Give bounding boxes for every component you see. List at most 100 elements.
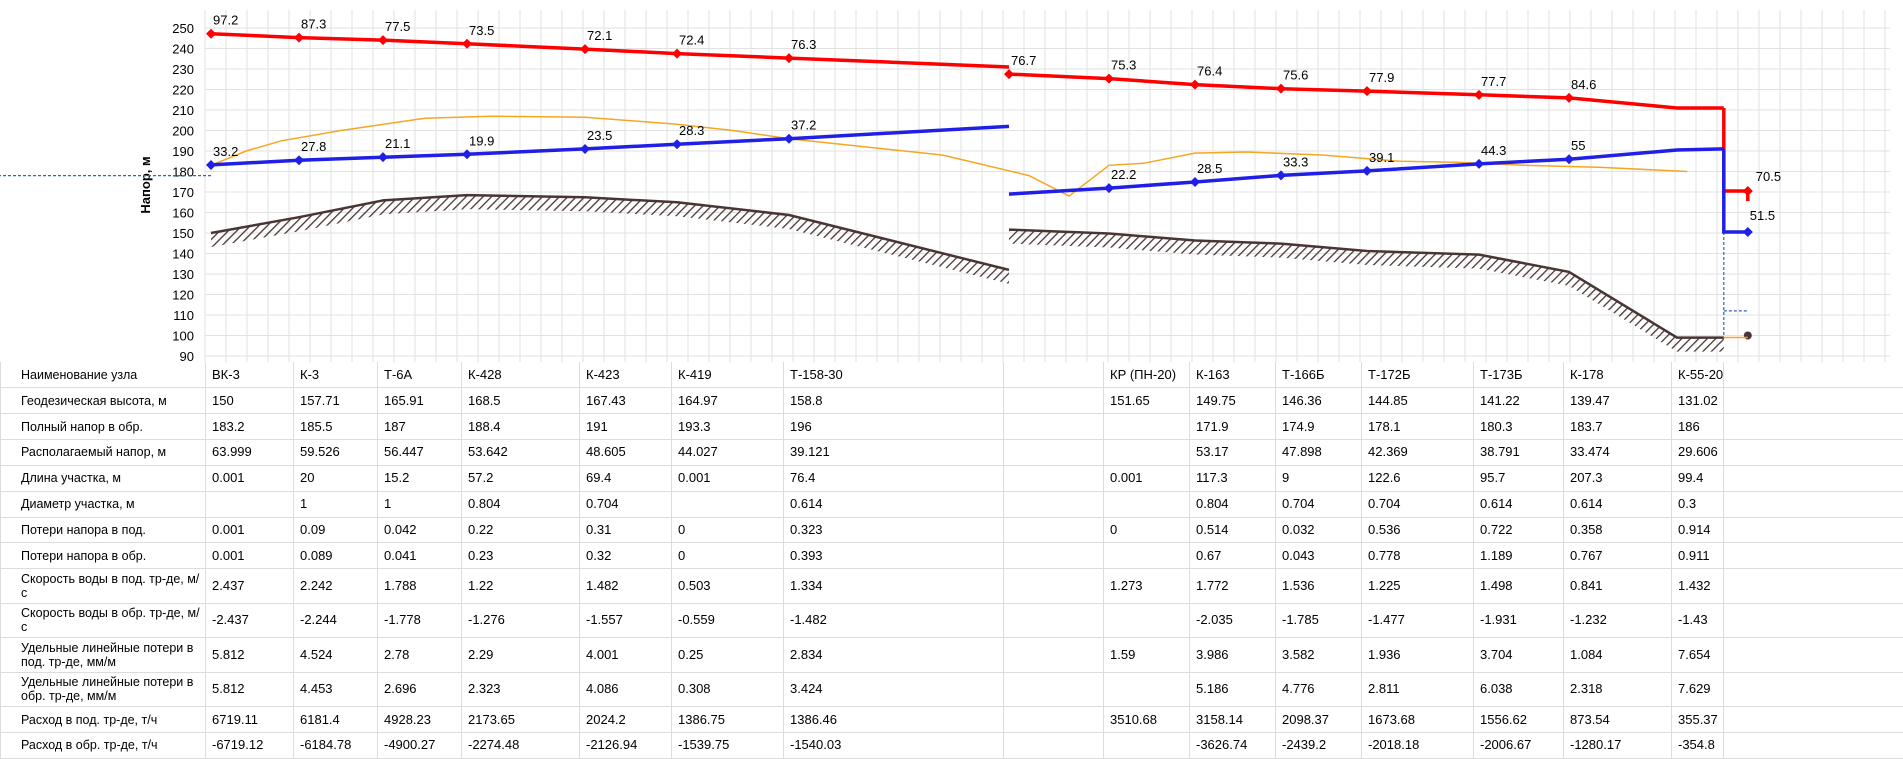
y-tick-label: 150 <box>172 226 194 241</box>
supply-label: 77.9 <box>1369 70 1394 85</box>
table-cell: -2.035 <box>1189 603 1276 639</box>
return-point <box>1104 183 1114 194</box>
table-cell: 149.75 <box>1189 387 1276 415</box>
return-line <box>210 124 1010 167</box>
table-cell: 44.027 <box>671 439 784 466</box>
table-cell: К-3 <box>293 362 378 389</box>
table-cell: 1 <box>377 491 462 518</box>
y-tick-label: 90 <box>180 349 194 362</box>
table-cell: 4.001 <box>579 637 672 673</box>
return-label: 19.9 <box>469 133 494 148</box>
return-point <box>294 155 304 166</box>
supply-point <box>378 35 388 46</box>
y-axis: 90 100 110 120 130 140 150 160 170 180 190 200 210 22… <box>172 21 194 362</box>
supply-end-drop <box>1722 107 1750 201</box>
y-tick-label: 140 <box>172 247 194 262</box>
table-cell: 6719.11 <box>205 706 294 733</box>
supply-label: 77.7 <box>1481 74 1506 89</box>
table-cell: 69.4 <box>579 465 672 492</box>
table-row: Геодезическая высота, м 150 157.71 165.91 16… <box>0 387 1903 415</box>
table-cell: 183.7 <box>1563 413 1672 441</box>
table-row: Полный напор в обр. 183.2 185.5 187 188.4 191… <box>0 413 1903 441</box>
table-cell: 0.767 <box>1563 542 1672 570</box>
table-cell: 188.4 <box>461 413 580 441</box>
row-header: Скорость воды в обр. тр-де, м/с <box>0 603 206 639</box>
table-cell: 0.323 <box>783 517 1004 544</box>
table-cell <box>1003 439 1104 466</box>
return-label: 28.5 <box>1197 161 1222 176</box>
table-cell: 355.37 <box>1671 706 1724 733</box>
table-cell: 150 <box>205 387 294 415</box>
table-cell: 6.038 <box>1473 672 1564 708</box>
table-cell: 1.936 <box>1361 637 1474 673</box>
supply-label: 77.5 <box>385 19 410 34</box>
y-tick-label: 120 <box>172 288 194 303</box>
table-cell: -2439.2 <box>1275 732 1362 759</box>
table-cell: 0.503 <box>671 568 784 604</box>
table-cell: Т-173Б <box>1473 362 1564 389</box>
table-cell: К-163 <box>1189 362 1276 389</box>
table-cell: 0.358 <box>1563 517 1672 544</box>
table-cell: 1.432 <box>1671 568 1724 604</box>
supply-point <box>462 38 472 49</box>
table-row: Наименование узла ВК-3 К-3 Т-6А К-428 К-423 К-… <box>0 362 1903 389</box>
table-row: Диаметр участка, м 1 1 0.804 0.704 0.614 0.804… <box>0 491 1903 518</box>
table-cell <box>1723 387 1903 415</box>
table-cell: 1.273 <box>1103 568 1190 604</box>
supply-end-point <box>1742 185 1753 196</box>
table-cell: 1.225 <box>1361 568 1474 604</box>
return-label: 39.1 <box>1369 150 1394 165</box>
table-cell <box>1103 603 1190 639</box>
table-cell: КР (ПН-20) <box>1103 362 1190 389</box>
table-cell: 29.606 <box>1671 439 1724 466</box>
table-cell: 4.524 <box>293 637 378 673</box>
row-header: Потери напора в под. <box>0 517 206 544</box>
table-cell: 146.36 <box>1275 387 1362 415</box>
supply-point <box>1104 73 1114 84</box>
table-cell: 0.043 <box>1275 542 1362 570</box>
orange-head-line <box>210 115 1748 339</box>
table-cell: 3.424 <box>783 672 1004 708</box>
table-cell: 117.3 <box>1189 465 1276 492</box>
table-cell <box>1723 637 1903 673</box>
table-cell <box>1723 491 1903 518</box>
table-cell: 2.437 <box>205 568 294 604</box>
table-cell: 0.001 <box>1103 465 1190 492</box>
table-cell: 0.536 <box>1361 517 1474 544</box>
supply-point <box>1190 79 1200 90</box>
table-cell: 191 <box>579 413 672 441</box>
table-cell: 47.898 <box>1275 439 1362 466</box>
table-cell: 0.042 <box>377 517 462 544</box>
table-cell <box>1003 387 1104 415</box>
table-cell <box>1003 517 1104 544</box>
row-header: Длина участка, м <box>0 465 206 492</box>
table-cell <box>1103 542 1190 570</box>
row-header: Полный напор в обр. <box>0 413 206 441</box>
return-point <box>1564 154 1574 165</box>
table-cell <box>1003 542 1104 570</box>
supply-point <box>1004 69 1014 80</box>
table-cell: 183.2 <box>205 413 294 441</box>
table-cell: 1.482 <box>579 568 672 604</box>
return-point <box>580 143 590 154</box>
table-cell: 53.642 <box>461 439 580 466</box>
row-header: Наименование узла <box>0 362 206 389</box>
static-level-line <box>0 175 1748 338</box>
supply-label: 72.4 <box>679 33 704 48</box>
y-tick-label: 220 <box>172 83 194 98</box>
table-cell: Т-172Б <box>1361 362 1474 389</box>
table-cell: 0.804 <box>461 491 580 518</box>
table-cell <box>1003 706 1104 733</box>
y-tick-label: 210 <box>172 103 194 118</box>
table-cell: -6719.12 <box>205 732 294 759</box>
supply-label: 76.3 <box>791 37 816 52</box>
table-cell: Т-158-30 <box>783 362 1004 389</box>
table-cell: 180.3 <box>1473 413 1564 441</box>
table-cell: 151.65 <box>1103 387 1190 415</box>
piezometric-chart: 90 100 110 120 130 140 150 160 170 180 190 200 210 22… <box>0 10 1890 362</box>
table-cell: 0.722 <box>1473 517 1564 544</box>
table-cell: 0.089 <box>293 542 378 570</box>
table-cell <box>1103 732 1190 759</box>
y-tick-label: 190 <box>172 144 194 159</box>
supply-label: 87.3 <box>301 17 326 32</box>
